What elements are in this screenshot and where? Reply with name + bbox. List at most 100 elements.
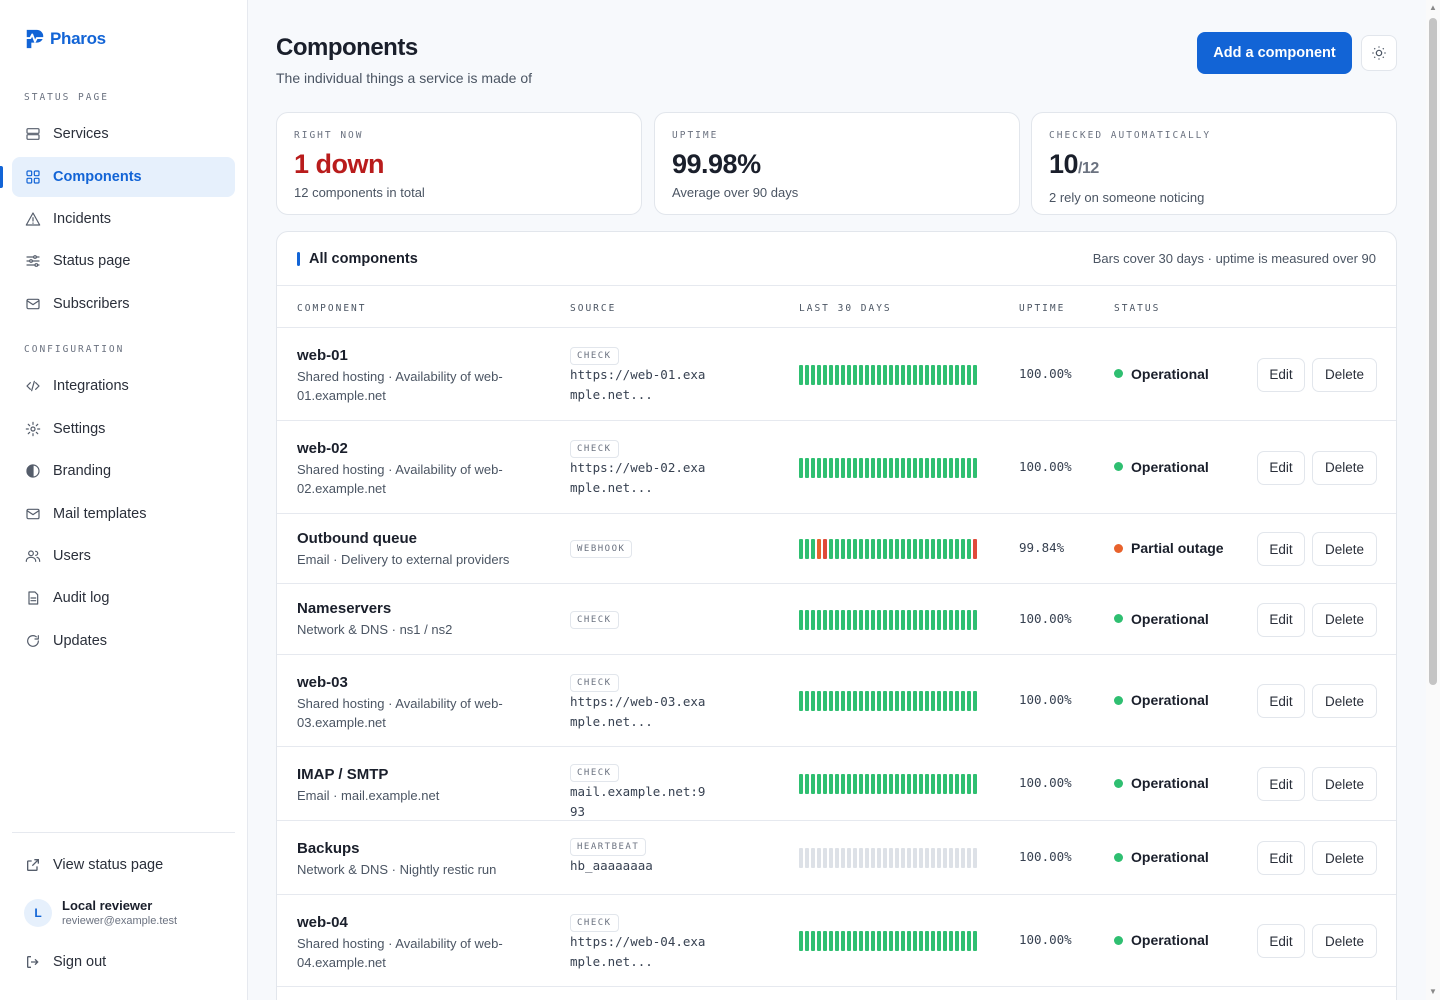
uptime-bar-day-9[interactable] xyxy=(847,931,851,951)
uptime-bar-day-20[interactable] xyxy=(913,609,917,630)
uptime-bar-day-29[interactable] xyxy=(967,609,971,630)
uptime-bar-day-25[interactable] xyxy=(943,691,947,711)
uptime-bar-day-3[interactable] xyxy=(811,609,815,630)
uptime-bar-day-27[interactable] xyxy=(955,609,959,630)
uptime-bar-day-25[interactable] xyxy=(943,931,947,951)
uptime-bar-day-29[interactable] xyxy=(967,457,971,478)
uptime-bar-day-16[interactable] xyxy=(889,609,893,630)
uptime-bar-day-17[interactable] xyxy=(895,539,899,559)
uptime-bar-day-12[interactable] xyxy=(865,609,869,630)
uptime-bar-day-30[interactable] xyxy=(973,457,977,478)
uptime-bar-day-15[interactable] xyxy=(883,691,887,711)
uptime-bar-day-1[interactable] xyxy=(799,774,803,794)
uptime-bar-day-27[interactable] xyxy=(955,457,959,478)
uptime-bar-day-3[interactable] xyxy=(811,364,815,385)
user-card[interactable]: L Local reviewer reviewer@example.test xyxy=(24,898,177,927)
delete-button[interactable]: Delete xyxy=(1312,767,1377,801)
uptime-bar-day-5[interactable] xyxy=(823,457,827,478)
uptime-bar-day-1[interactable] xyxy=(799,364,803,385)
uptime-bar-day-4[interactable] xyxy=(817,457,821,478)
uptime-bar-day-10[interactable] xyxy=(853,848,857,868)
uptime-bar-day-2[interactable] xyxy=(805,774,809,794)
uptime-bar-day-11[interactable] xyxy=(859,457,863,478)
uptime-bar-day-7[interactable] xyxy=(835,848,839,868)
uptime-bar-day-3[interactable] xyxy=(811,848,815,868)
uptime-bar-day-22[interactable] xyxy=(925,364,929,385)
sidebar-item-services[interactable]: Services xyxy=(12,114,235,154)
uptime-bar-day-2[interactable] xyxy=(805,931,809,951)
uptime-bar-day-19[interactable] xyxy=(907,931,911,951)
uptime-bar-day-8[interactable] xyxy=(841,609,845,630)
delete-button[interactable]: Delete xyxy=(1312,602,1377,637)
uptime-bar-day-9[interactable] xyxy=(847,539,851,559)
uptime-bar-day-21[interactable] xyxy=(919,539,923,559)
sidebar-item-integrations[interactable]: Integrations xyxy=(12,366,235,406)
uptime-bar-day-23[interactable] xyxy=(931,609,935,630)
uptime-bar-day-11[interactable] xyxy=(859,931,863,951)
uptime-bar-day-30[interactable] xyxy=(973,609,977,630)
uptime-bar-day-17[interactable] xyxy=(895,931,899,951)
uptime-bar-day-27[interactable] xyxy=(955,539,959,559)
uptime-bar-day-29[interactable] xyxy=(967,931,971,951)
uptime-bar-day-20[interactable] xyxy=(913,848,917,868)
uptime-bar-day-11[interactable] xyxy=(859,691,863,711)
uptime-bar-day-22[interactable] xyxy=(925,609,929,630)
uptime-bar-day-18[interactable] xyxy=(901,848,905,868)
uptime-bar-day-23[interactable] xyxy=(931,931,935,951)
uptime-bar-day-29[interactable] xyxy=(967,848,971,868)
uptime-bar-day-26[interactable] xyxy=(949,457,953,478)
uptime-bar-day-12[interactable] xyxy=(865,931,869,951)
uptime-bar-day-8[interactable] xyxy=(841,774,845,794)
uptime-bar-day-18[interactable] xyxy=(901,609,905,630)
uptime-bar-day-21[interactable] xyxy=(919,848,923,868)
uptime-bar-day-8[interactable] xyxy=(841,848,845,868)
uptime-bar-day-23[interactable] xyxy=(931,848,935,868)
uptime-bar-day-21[interactable] xyxy=(919,931,923,951)
uptime-bar-day-4[interactable] xyxy=(817,848,821,868)
uptime-bar-day-24[interactable] xyxy=(937,457,941,478)
sidebar-item-subscribers[interactable]: Subscribers xyxy=(12,284,235,324)
uptime-bar-day-3[interactable] xyxy=(811,931,815,951)
uptime-bar-day-1[interactable] xyxy=(799,848,803,868)
uptime-bar-day-1[interactable] xyxy=(799,539,803,559)
uptime-bar-day-14[interactable] xyxy=(877,774,881,794)
uptime-bar-day-15[interactable] xyxy=(883,774,887,794)
uptime-bar-day-8[interactable] xyxy=(841,539,845,559)
scrollbar[interactable]: ▲ ▼ xyxy=(1426,0,1440,1000)
uptime-bar-day-26[interactable] xyxy=(949,774,953,794)
uptime-bar-day-13[interactable] xyxy=(871,931,875,951)
delete-button[interactable]: Delete xyxy=(1312,684,1377,718)
edit-button[interactable]: Edit xyxy=(1257,602,1305,637)
uptime-bar-day-14[interactable] xyxy=(877,364,881,385)
delete-button[interactable]: Delete xyxy=(1312,450,1377,485)
uptime-bar-day-21[interactable] xyxy=(919,457,923,478)
uptime-bar-day-13[interactable] xyxy=(871,364,875,385)
uptime-bar-day-6[interactable] xyxy=(829,539,833,559)
uptime-bar-day-1[interactable] xyxy=(799,609,803,630)
uptime-bar-day-24[interactable] xyxy=(937,364,941,385)
uptime-bar-day-18[interactable] xyxy=(901,774,905,794)
sidebar-item-mail-templates[interactable]: Mail templates xyxy=(12,494,235,534)
uptime-bar-day-4[interactable] xyxy=(817,931,821,951)
uptime-bar-day-17[interactable] xyxy=(895,609,899,630)
uptime-bar-day-5[interactable] xyxy=(823,691,827,711)
uptime-bar-day-1[interactable] xyxy=(799,691,803,711)
edit-button[interactable]: Edit xyxy=(1257,450,1305,485)
uptime-bar-day-17[interactable] xyxy=(895,457,899,478)
uptime-bar-day-10[interactable] xyxy=(853,457,857,478)
uptime-bar-day-2[interactable] xyxy=(805,457,809,478)
uptime-bar-day-10[interactable] xyxy=(853,931,857,951)
uptime-bar-day-13[interactable] xyxy=(871,539,875,559)
delete-button[interactable]: Delete xyxy=(1312,924,1377,958)
uptime-bar-day-8[interactable] xyxy=(841,364,845,385)
uptime-bar-day-21[interactable] xyxy=(919,691,923,711)
uptime-bar-day-4[interactable] xyxy=(817,774,821,794)
uptime-bar-day-21[interactable] xyxy=(919,774,923,794)
uptime-bar-day-18[interactable] xyxy=(901,931,905,951)
uptime-bar-day-8[interactable] xyxy=(841,931,845,951)
uptime-bar-day-24[interactable] xyxy=(937,931,941,951)
uptime-bar-day-8[interactable] xyxy=(841,457,845,478)
uptime-bar-day-24[interactable] xyxy=(937,848,941,868)
uptime-bar-day-22[interactable] xyxy=(925,539,929,559)
uptime-bar-day-26[interactable] xyxy=(949,848,953,868)
